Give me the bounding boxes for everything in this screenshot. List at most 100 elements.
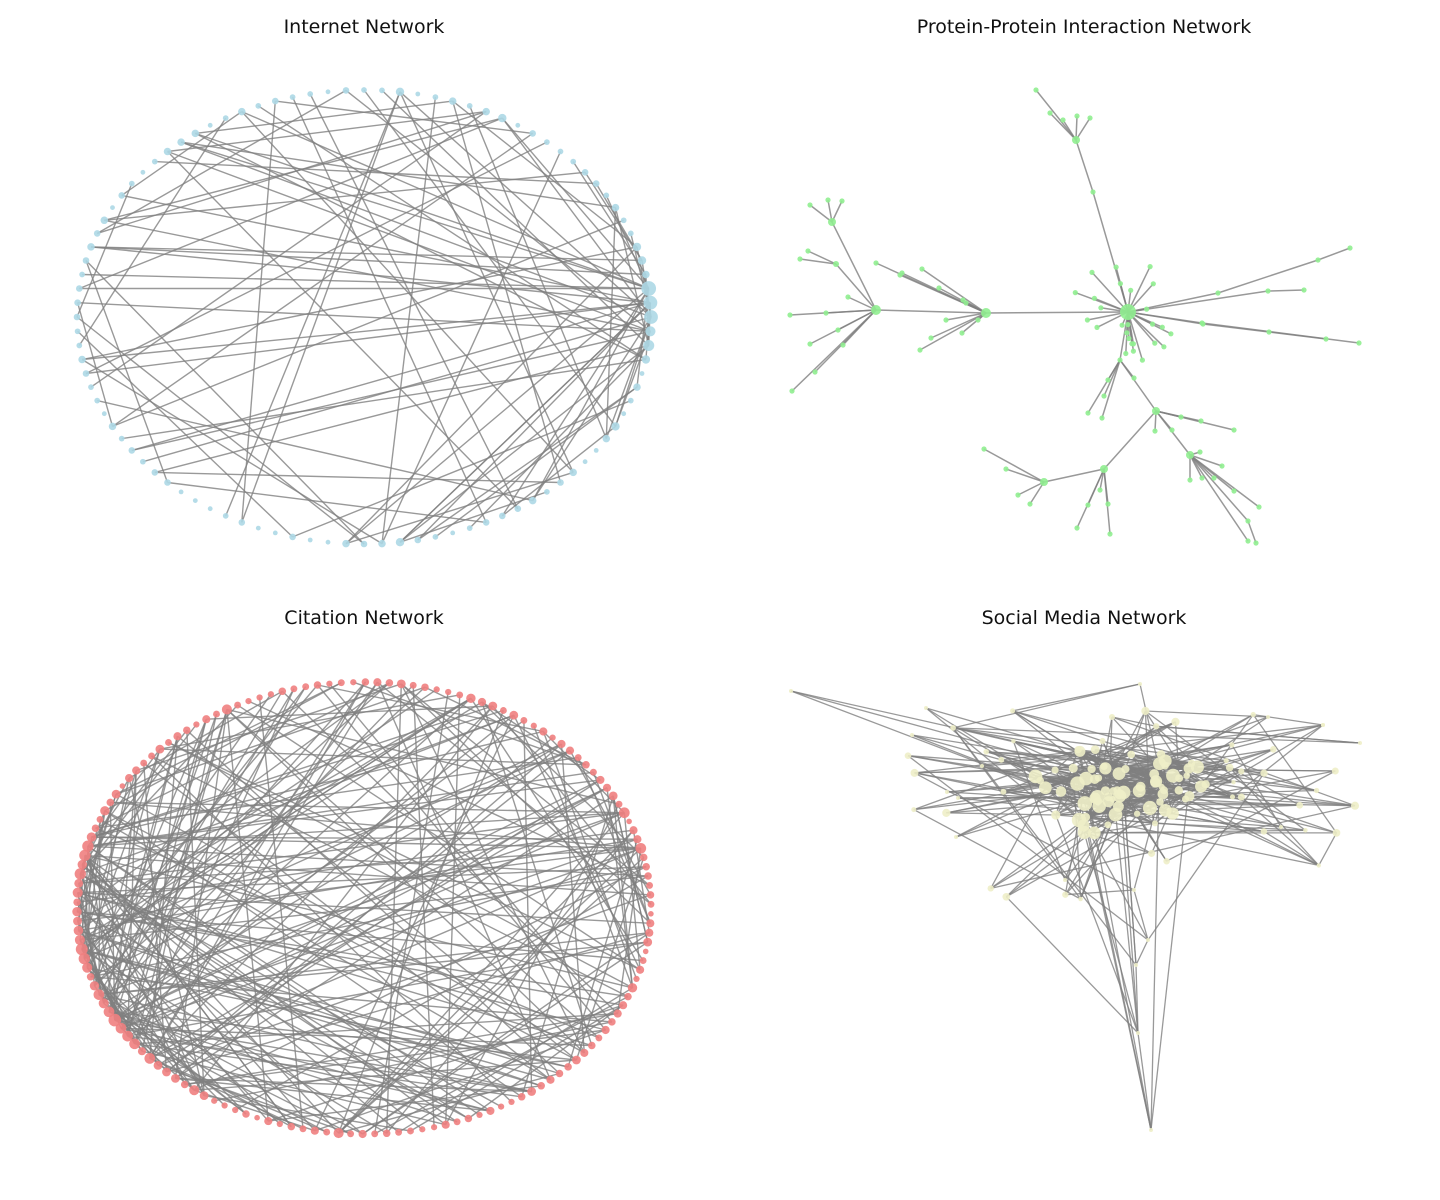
node <box>86 973 95 981</box>
node <box>530 722 537 729</box>
node <box>1092 799 1106 814</box>
node <box>128 447 136 454</box>
node <box>272 530 278 536</box>
node <box>1136 1031 1140 1035</box>
edge <box>186 729 560 1075</box>
edge <box>1079 751 1152 1131</box>
edge <box>985 311 1129 314</box>
edge <box>983 448 1045 483</box>
node <box>1231 779 1236 785</box>
nodes <box>789 682 1362 1132</box>
edge <box>946 775 1174 793</box>
node <box>183 726 191 734</box>
node <box>1161 344 1167 350</box>
edge <box>1035 89 1077 141</box>
node <box>646 881 654 889</box>
node <box>448 97 457 105</box>
edge <box>77 697 472 922</box>
edge <box>1127 290 1269 313</box>
node <box>1090 745 1100 755</box>
node <box>74 299 81 307</box>
node <box>1158 803 1172 817</box>
node <box>350 679 357 686</box>
node <box>574 754 582 762</box>
edge <box>128 777 205 1096</box>
node <box>1152 407 1160 415</box>
node <box>1219 463 1225 469</box>
edge <box>1156 725 1361 744</box>
node <box>255 103 262 109</box>
edge <box>115 682 342 795</box>
node <box>636 965 645 974</box>
edge <box>85 141 548 375</box>
node <box>632 242 642 252</box>
edge <box>381 97 437 544</box>
node <box>1331 767 1339 775</box>
node <box>629 826 638 835</box>
edge <box>362 932 650 1135</box>
edge <box>167 110 487 153</box>
node <box>466 693 476 704</box>
node <box>140 759 148 767</box>
node <box>980 764 984 768</box>
node <box>975 317 981 323</box>
node <box>1316 863 1322 868</box>
node <box>1156 798 1164 806</box>
edge <box>381 151 562 544</box>
node <box>1195 780 1208 793</box>
edge <box>875 309 987 314</box>
edge <box>532 316 652 501</box>
node <box>1085 502 1091 508</box>
node <box>910 768 919 777</box>
edge <box>945 312 987 321</box>
node <box>588 1041 596 1050</box>
node <box>256 694 263 701</box>
node <box>1074 113 1080 119</box>
node <box>1231 488 1237 494</box>
node <box>1039 781 1052 795</box>
node <box>602 783 612 792</box>
edge <box>79 875 649 941</box>
edge <box>345 287 650 545</box>
node <box>592 180 600 187</box>
edge <box>167 481 487 524</box>
edge <box>268 1085 542 1122</box>
edge <box>1075 139 1094 193</box>
node <box>119 783 126 789</box>
edge <box>141 713 218 1052</box>
panel-internet-network: Internet Network <box>0 0 728 590</box>
edge <box>1103 468 1111 535</box>
node <box>1047 110 1053 116</box>
node <box>1223 758 1229 764</box>
node <box>608 1018 616 1026</box>
node <box>1144 306 1150 312</box>
node <box>1186 451 1194 459</box>
node <box>221 704 232 715</box>
node <box>72 906 82 917</box>
node <box>151 469 159 476</box>
edge <box>154 160 597 185</box>
edge <box>790 690 1180 779</box>
node <box>1028 769 1043 784</box>
node <box>508 1098 515 1106</box>
edge <box>1125 766 1230 770</box>
node <box>641 281 657 296</box>
edge <box>87 812 625 847</box>
edge <box>1017 481 1045 496</box>
node <box>347 1130 355 1138</box>
node <box>148 752 156 760</box>
node <box>73 313 81 321</box>
node <box>582 459 588 465</box>
edge <box>1145 710 1306 831</box>
node <box>557 148 564 155</box>
node <box>1141 706 1150 716</box>
node <box>1130 341 1136 347</box>
node <box>959 330 965 336</box>
panel-title: Protein-Protein Interaction Network <box>916 16 1252 38</box>
node <box>633 835 642 844</box>
edge <box>1189 454 1249 522</box>
edge <box>214 1021 613 1102</box>
edge <box>121 194 651 304</box>
edge <box>151 755 629 998</box>
node <box>1062 891 1069 898</box>
